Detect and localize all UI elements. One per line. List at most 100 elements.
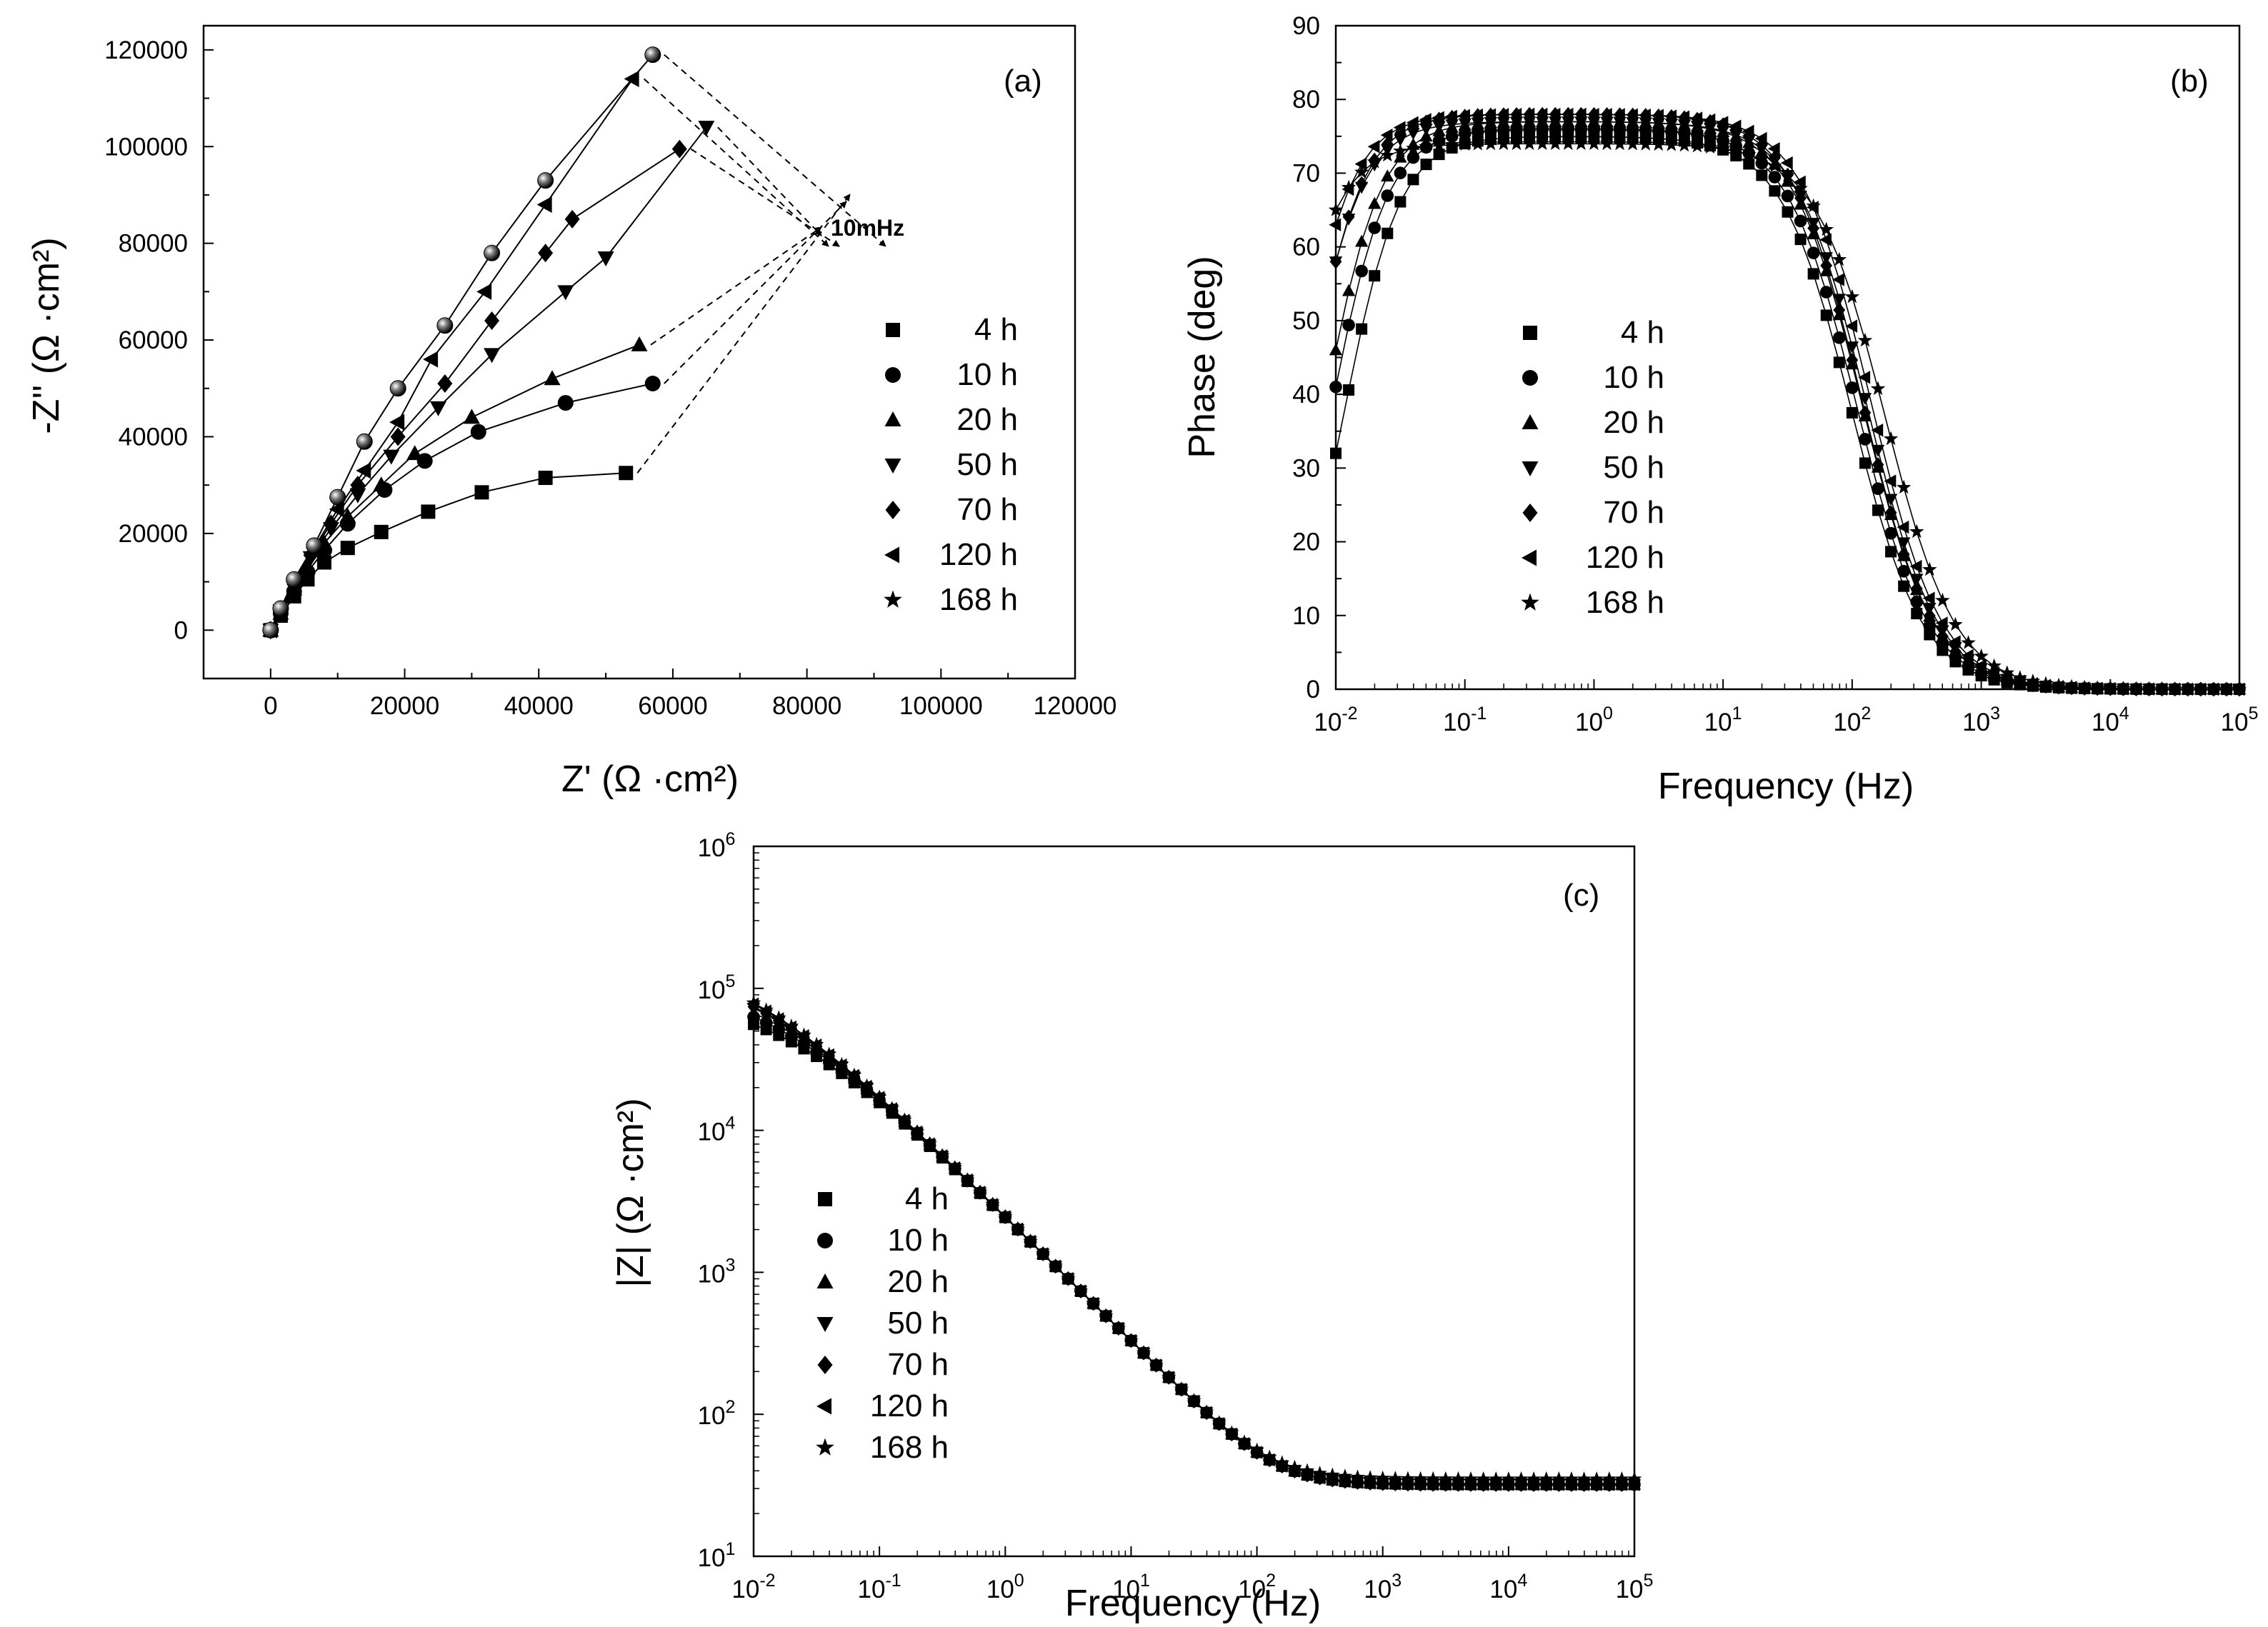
- data-point: [1354, 157, 1367, 171]
- data-point: [1406, 141, 1421, 155]
- data-point: [1884, 474, 1897, 488]
- data-point: [1388, 1471, 1403, 1485]
- data-point: [1780, 156, 1793, 170]
- data-point: [972, 1184, 988, 1198]
- data-point: [1793, 181, 1808, 195]
- data-point: [1438, 1471, 1454, 1486]
- dashed-arrow: [717, 126, 822, 236]
- data-point: [1961, 635, 1976, 649]
- phase-chart: 10-2 10-1 100 101 102 103 104 105 0 10 20 30 40 50 60 7…: [1182, 12, 2258, 807]
- data-point: [1794, 191, 1807, 206]
- data-point: [1425, 1471, 1441, 1486]
- data-point: [1857, 332, 1873, 347]
- data-point: [2219, 681, 2234, 696]
- data-point: [922, 1136, 937, 1151]
- dashed-arrow: [664, 201, 847, 384]
- data-point: [1742, 124, 1754, 138]
- data-point: [1458, 109, 1470, 122]
- legend-marker: [884, 590, 902, 608]
- y-tick-label: 50: [1292, 307, 1320, 335]
- data-point: [484, 244, 501, 261]
- data-point: [1381, 189, 1394, 202]
- data-point: [421, 504, 436, 519]
- data-point: [1767, 142, 1780, 156]
- data-point: [1329, 343, 1343, 356]
- data-point: [2103, 681, 2118, 695]
- data-point: [1769, 150, 1781, 166]
- data-point: [1149, 1357, 1164, 1371]
- legend-label: 120 h: [939, 537, 1018, 572]
- x-tick-label: 20000: [370, 692, 439, 720]
- data-point: [1098, 1308, 1114, 1322]
- x-tick-label: 105: [2221, 704, 2259, 736]
- data-point: [1451, 1471, 1466, 1486]
- data-point: [1375, 1470, 1390, 1485]
- data-point: [1690, 111, 1703, 125]
- data-point: [1413, 1471, 1428, 1486]
- data-point: [463, 409, 480, 424]
- x-tick-label: 10-2: [1314, 704, 1357, 736]
- data-point: [299, 559, 316, 574]
- data-point: [1587, 136, 1602, 151]
- data-point: [1819, 233, 1832, 246]
- data-point: [1844, 289, 1860, 304]
- data-point: [350, 476, 366, 495]
- data-point: [1457, 136, 1472, 151]
- data-point: [1394, 196, 1407, 208]
- data-point: [1496, 136, 1512, 151]
- data-point: [1935, 616, 1948, 630]
- data-point: [1846, 352, 1859, 368]
- data-point: [1599, 136, 1614, 151]
- data-point: [1362, 1470, 1378, 1484]
- data-point: [1249, 1442, 1264, 1457]
- data-point: [1224, 1425, 1239, 1439]
- data-point: [2129, 681, 2144, 696]
- data-point: [1689, 138, 1705, 153]
- data-point: [1742, 146, 1757, 161]
- data-point: [349, 488, 366, 504]
- data-point: [1368, 196, 1382, 209]
- data-point: [1846, 381, 1859, 394]
- data-point: [1337, 1468, 1353, 1483]
- y-tick-label: 120000: [104, 36, 188, 64]
- data-point: [2116, 681, 2131, 695]
- data-point: [1458, 127, 1472, 140]
- data-point: [2142, 681, 2157, 696]
- data-point: [1394, 150, 1407, 163]
- data-point: [1162, 1369, 1177, 1383]
- data-point: [871, 1089, 887, 1103]
- data-point: [1419, 139, 1434, 154]
- data-point: [329, 489, 346, 506]
- dashed-arrow: [664, 54, 886, 247]
- data-point: [1897, 546, 1910, 562]
- data-point: [1859, 433, 1872, 446]
- legend-label: 120 h: [1586, 540, 1664, 575]
- data-point: [1509, 136, 1524, 151]
- data-point: [1342, 319, 1355, 331]
- data-point: [1677, 137, 1692, 152]
- data-point: [2012, 670, 2028, 684]
- data-point: [1381, 136, 1394, 151]
- data-point: [1354, 164, 1369, 179]
- data-point: [1599, 108, 1612, 121]
- data-point: [564, 209, 580, 229]
- data-point: [1909, 524, 1924, 539]
- data-point: [1501, 1471, 1517, 1486]
- y-tick-label: 102: [698, 1397, 736, 1430]
- y-tick-label: 40: [1292, 381, 1320, 409]
- data-point: [2193, 681, 2209, 696]
- data-point: [557, 285, 574, 301]
- data-point: [909, 1124, 925, 1138]
- data-point: [884, 1101, 899, 1115]
- data-point: [644, 46, 661, 64]
- legend-marker: [1523, 326, 1537, 340]
- data-point: [2154, 681, 2169, 696]
- data-point: [846, 1067, 862, 1082]
- data-point: [1577, 1471, 1592, 1486]
- legend-marker: [818, 1192, 832, 1206]
- data-point: [1444, 137, 1459, 151]
- data-point: [1470, 136, 1486, 151]
- data-point: [1910, 581, 1923, 596]
- panel-label: (b): [2170, 64, 2209, 99]
